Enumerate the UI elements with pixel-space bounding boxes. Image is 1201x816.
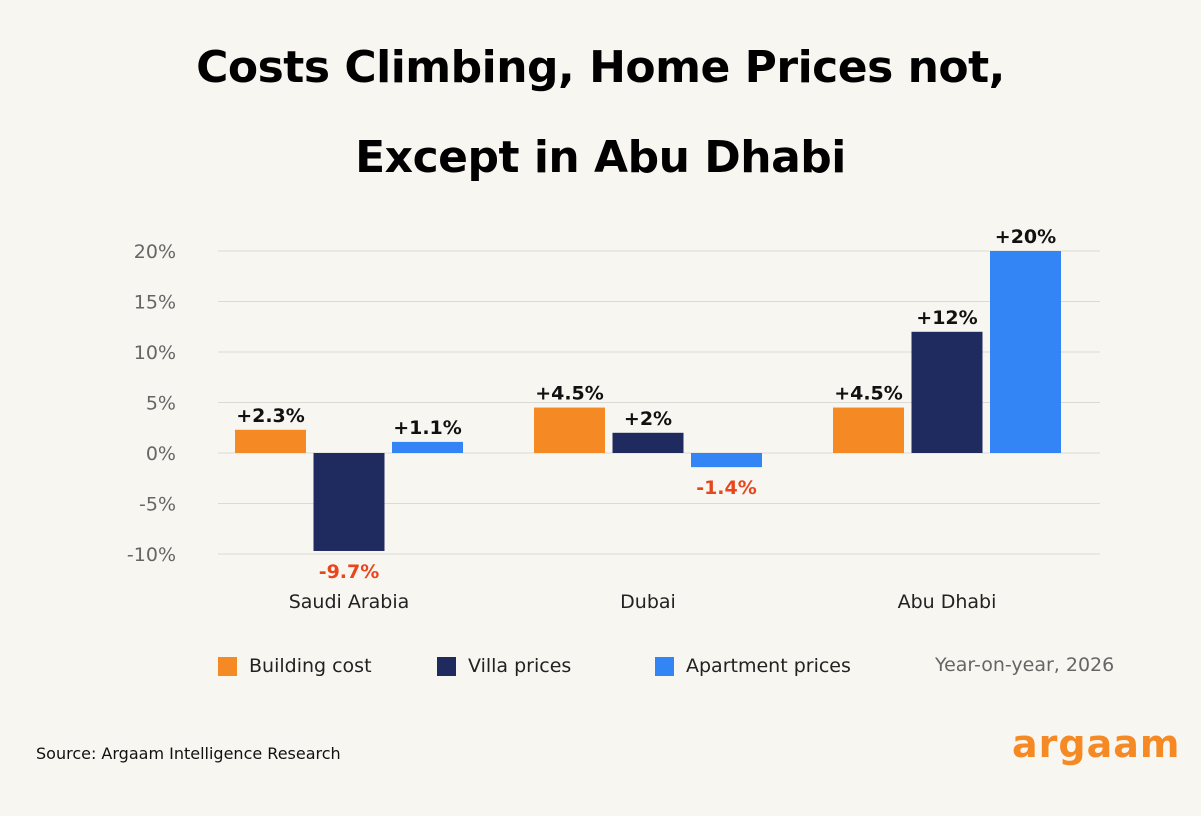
- y-tick-label: -5%: [139, 494, 176, 516]
- bar: [990, 251, 1061, 453]
- bar-chart: -10% -5% 0% 5% 10% 15% 20% +2.3% -9.7% +1.1% Saudi…: [127, 226, 1100, 613]
- source-note: Source: Argaam Intelligence Research: [36, 744, 341, 763]
- legend-apartment-prices: Apartment prices: [655, 654, 851, 678]
- legend-label-apartment-prices: Apartment prices: [686, 655, 851, 677]
- legend-swatch-villa-prices: [437, 656, 456, 676]
- y-tick-label: -10%: [127, 544, 176, 566]
- data-label: +2%: [624, 408, 672, 430]
- bar: [313, 453, 385, 551]
- chart-title-line-2: Except in Abu Dhabi: [355, 132, 846, 183]
- y-tick-label: 20%: [134, 241, 176, 263]
- legend-swatch-apartment-prices: [655, 656, 674, 676]
- chart-title-line-1: Costs Climbing, Home Prices not,: [196, 42, 1005, 93]
- legend-swatch-building-cost: [218, 656, 237, 676]
- data-label: +12%: [916, 307, 977, 329]
- bar: [911, 331, 983, 453]
- legend-note: Year-on-year, 2026: [935, 654, 1115, 676]
- data-label: +1.1%: [393, 417, 462, 439]
- bar: [235, 429, 306, 453]
- data-label: -9.7%: [319, 561, 380, 583]
- data-label: +20%: [995, 226, 1056, 248]
- x-category-label: Saudi Arabia: [289, 591, 410, 613]
- y-tick-label: 5%: [146, 393, 176, 415]
- y-tick-label: 10%: [134, 342, 176, 364]
- legend-building-cost: Building cost: [218, 654, 372, 678]
- bar: [392, 441, 463, 453]
- bar: [612, 432, 684, 453]
- y-tick-label: 0%: [146, 443, 176, 465]
- legend-label-villa-prices: Villa prices: [468, 655, 572, 677]
- data-label: -1.4%: [696, 477, 757, 499]
- y-tick-label: 15%: [134, 292, 176, 314]
- bar: [691, 453, 762, 468]
- legend-label-building-cost: Building cost: [249, 655, 372, 677]
- data-label: +2.3%: [236, 405, 305, 427]
- legend-villa-prices: Villa prices: [437, 654, 571, 678]
- bar: [833, 407, 904, 453]
- data-label: +4.5%: [535, 383, 604, 405]
- argaam-logo: argaam: [1012, 722, 1181, 766]
- x-category-label: Dubai: [620, 591, 676, 613]
- bar: [534, 407, 605, 453]
- x-category-label: Abu Dhabi: [898, 591, 997, 613]
- data-label: +4.5%: [834, 383, 903, 405]
